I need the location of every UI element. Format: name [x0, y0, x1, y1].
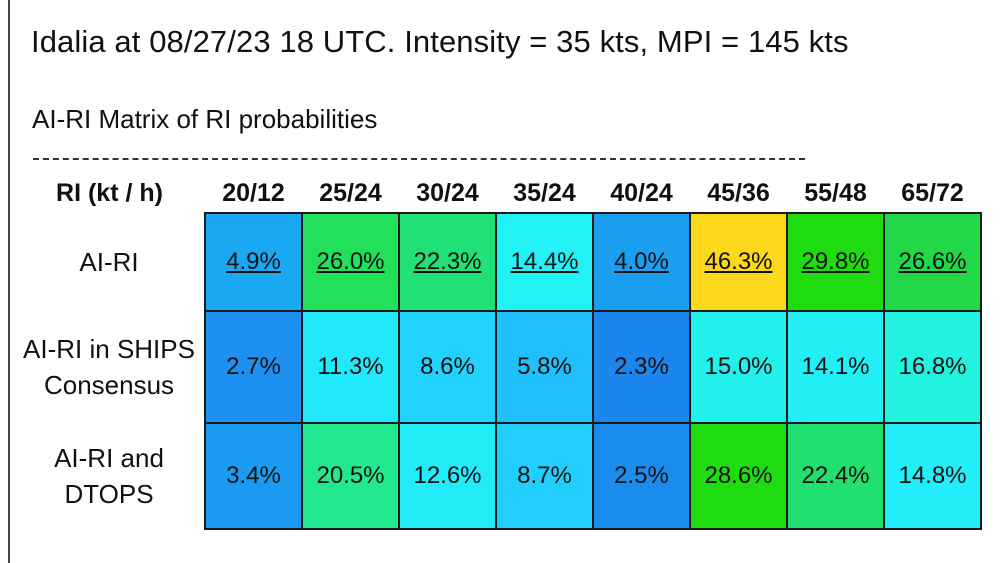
probability-cell[interactable]: 4.0% — [592, 212, 691, 312]
row-label: AI-RI — [79, 247, 139, 277]
table-row-ai-ri: AI-RI 4.9% 26.0% 22.3% 14.4% 4.0% 46.3% … — [14, 212, 982, 312]
probability-cell: 8.7% — [495, 422, 594, 530]
probability-cell: 2.5% — [592, 422, 691, 530]
column-header: 55/48 — [804, 178, 867, 207]
header-row: RI (kt / h) 20/12 25/24 30/24 35/24 40/2… — [14, 174, 981, 213]
column-header: 25/24 — [319, 178, 382, 207]
probability-cell: 20.5% — [301, 422, 400, 530]
probability-cell: 14.8% — [883, 422, 982, 530]
matrix-subtitle: AI-RI Matrix of RI probabilities — [32, 104, 378, 134]
page-title: Idalia at 08/27/23 18 UTC. Intensity = 3… — [31, 24, 849, 59]
table-row-ships-consensus: AI-RI in SHIPS Consensus 2.7% 11.3% 8.6%… — [14, 310, 982, 424]
probability-cell: 8.6% — [398, 310, 497, 424]
probability-cell[interactable]: 26.6% — [883, 212, 982, 312]
column-header: 40/24 — [610, 178, 673, 207]
probability-cell[interactable]: 14.4% — [495, 212, 594, 312]
left-border-line — [8, 0, 10, 563]
probability-cell[interactable]: 46.3% — [689, 212, 788, 312]
probability-cell[interactable]: 4.9% — [204, 212, 303, 312]
row-label: AI-RI and DTOPS — [54, 443, 164, 509]
column-header: 20/12 — [222, 178, 285, 207]
probability-cell: 16.8% — [883, 310, 982, 424]
probability-cell[interactable]: 29.8% — [786, 212, 885, 312]
column-header: 65/72 — [901, 178, 964, 207]
row-label: AI-RI in SHIPS Consensus — [23, 334, 195, 400]
column-header: 35/24 — [513, 178, 576, 207]
probability-cell: 12.6% — [398, 422, 497, 530]
table-row-dtops: AI-RI and DTOPS 3.4% 20.5% 12.6% 8.7% 2.… — [14, 422, 982, 530]
dashed-divider — [33, 158, 805, 160]
probability-cell: 2.7% — [204, 310, 303, 424]
probability-cell: 14.1% — [786, 310, 885, 424]
column-header: 45/36 — [707, 178, 770, 207]
probability-cell[interactable]: 26.0% — [301, 212, 400, 312]
probability-cell: 2.3% — [592, 310, 691, 424]
probability-cell: 5.8% — [495, 310, 594, 424]
probability-cell: 3.4% — [204, 422, 303, 530]
probability-cell: 28.6% — [689, 422, 788, 530]
corner-label: RI (kt / h) — [56, 179, 163, 207]
probability-cell: 22.4% — [786, 422, 885, 530]
probability-cell: 15.0% — [689, 310, 788, 424]
column-header: 30/24 — [416, 178, 479, 207]
probability-cell[interactable]: 22.3% — [398, 212, 497, 312]
probability-cell: 11.3% — [301, 310, 400, 424]
ri-probability-matrix: RI (kt / h) 20/12 25/24 30/24 35/24 40/2… — [14, 174, 982, 530]
